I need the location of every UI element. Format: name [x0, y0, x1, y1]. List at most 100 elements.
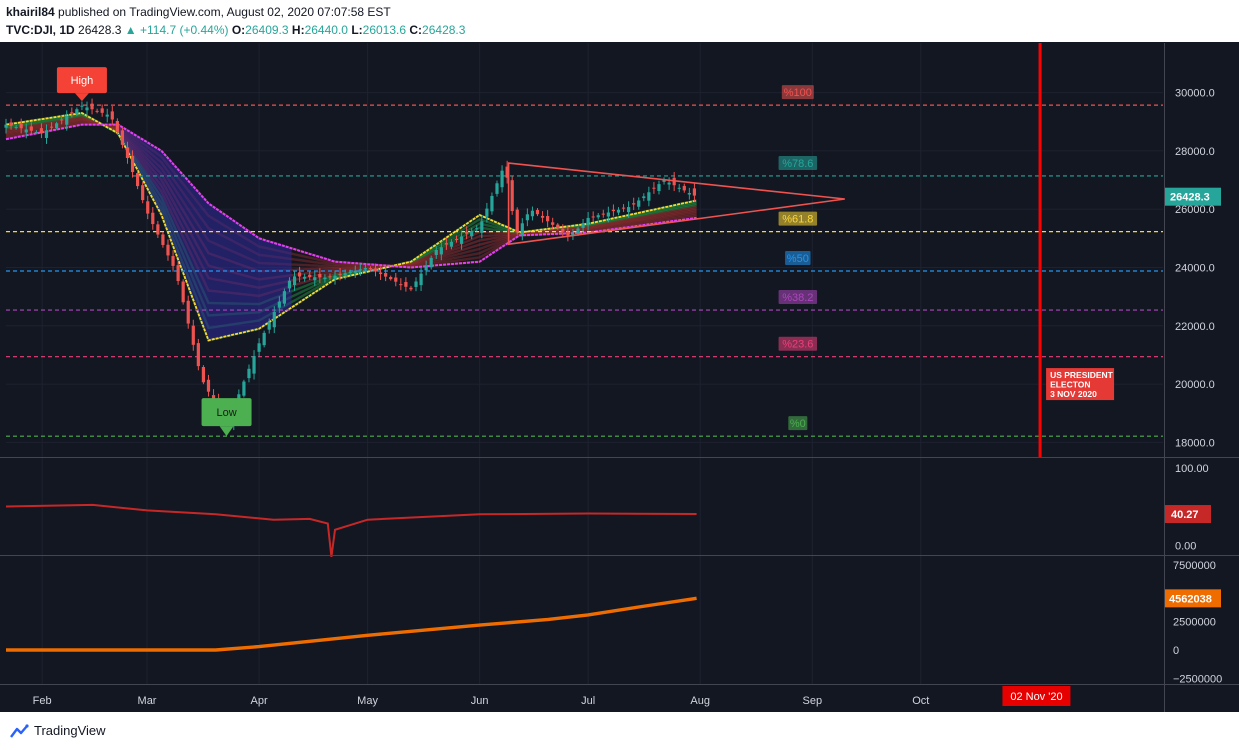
candle-body — [151, 212, 155, 225]
candle-body — [687, 192, 691, 195]
candle-body — [80, 105, 84, 107]
candle-body — [652, 187, 656, 189]
candle-body — [247, 368, 251, 379]
ribbon-band — [5, 120, 697, 268]
candle-body — [394, 277, 398, 282]
obv-panel — [6, 596, 697, 652]
candle-body — [9, 122, 13, 126]
candle-body — [632, 203, 636, 205]
candle-body — [39, 128, 44, 134]
candle-body — [282, 291, 287, 304]
fib-level-tag — [778, 290, 818, 305]
rsi-tick-label: 0.00 — [1175, 540, 1196, 552]
candle-body — [95, 110, 99, 112]
candle-body — [44, 130, 49, 138]
symbol-label[interactable]: TVC:DJI, 1D — [6, 23, 75, 37]
ribbon-crash-fill — [118, 124, 292, 341]
price-series — [4, 98, 697, 431]
candle-body — [505, 166, 509, 178]
candle-body — [186, 300, 190, 324]
ribbon-band — [5, 121, 697, 268]
candle-body — [561, 228, 565, 232]
candle-body — [130, 155, 135, 173]
symbol-info: TVC:DJI, 1D 26428.3 ▲ +114.7 (+0.44%) O:… — [6, 23, 465, 37]
candle-body — [363, 268, 367, 270]
candle-body — [378, 272, 383, 275]
candle-body — [556, 224, 560, 229]
chart-canvas[interactable]: %100 %78.6 %61.8 %50 %38.2 %23.6 %0 High Low US… — [0, 42, 1239, 712]
candle-body — [262, 332, 266, 346]
candle-body — [161, 234, 165, 245]
candle-body — [201, 366, 206, 383]
candle-body — [176, 265, 180, 281]
candle-body — [308, 274, 312, 277]
candle-body — [14, 127, 18, 129]
candle-body — [100, 108, 104, 113]
fib-level-tag — [788, 416, 808, 431]
panel-frame — [0, 43, 1239, 712]
price-tick-label: 26000.0 — [1175, 204, 1215, 216]
candle-body — [141, 185, 145, 201]
candle-body — [591, 216, 595, 218]
candle-body — [70, 112, 74, 114]
candle-body — [601, 213, 605, 215]
fib-level-tag — [778, 211, 818, 226]
candle-body — [292, 276, 297, 286]
triangle-pattern[interactable] — [507, 162, 845, 246]
candle-body — [621, 207, 626, 209]
candle-body — [65, 116, 69, 125]
candle-body — [196, 343, 200, 367]
candle-body — [515, 209, 519, 233]
high-label: H: — [291, 23, 305, 37]
ribbon-band — [5, 123, 697, 269]
date-marker-label: 02 Nov '20 — [1010, 691, 1062, 703]
candle-body — [480, 221, 484, 233]
open-label: O: — [231, 23, 246, 37]
candle-body — [272, 312, 276, 328]
candle-body — [191, 325, 195, 345]
time-tick-label: Aug — [690, 695, 710, 707]
low-label-text: Low — [216, 407, 236, 419]
ribbon-band — [5, 119, 697, 273]
obv-tick-label: 2500000 — [1173, 617, 1216, 629]
price-tick-label: 28000.0 — [1175, 146, 1215, 158]
candle-body — [449, 241, 454, 247]
candle-body — [546, 216, 550, 222]
candle-body — [404, 282, 408, 287]
close-label: C: — [409, 23, 423, 37]
candle-body — [358, 269, 362, 271]
time-tick-label: Mar — [138, 695, 157, 707]
tradingview-brand[interactable]: TradingView — [34, 723, 106, 738]
candle-body — [606, 212, 610, 217]
time-axis[interactable]: Feb Mar Apr May Jun Jul Aug Sep Oct 02 Nov '20 — [33, 686, 1071, 707]
price-axis[interactable]: 30000.0 28000.0 26000.0 24000.0 22000.0 20000… — [1165, 88, 1222, 686]
candle-body — [525, 214, 529, 221]
election-label-box — [1046, 368, 1115, 401]
candle-body — [596, 215, 600, 218]
candle-body — [206, 379, 211, 392]
candle-body — [500, 170, 504, 188]
symmetrical-triangle[interactable] — [507, 162, 845, 246]
candle-body — [318, 273, 322, 278]
fib-level-label: %0 — [790, 418, 806, 430]
footer: TradingView — [0, 712, 1239, 750]
high-label-text: High — [71, 75, 94, 87]
candle-body — [424, 265, 428, 271]
author-name[interactable]: khairil84 — [6, 5, 55, 19]
fib-level-label: %50 — [787, 253, 809, 265]
high-value: 26440.0 — [304, 23, 348, 37]
candle-body — [581, 223, 585, 228]
last-price: 26428.3 — [78, 23, 122, 37]
candle-body — [171, 256, 175, 266]
obv-tick-label: −2500000 — [1173, 673, 1222, 685]
tradingview-logo-icon — [10, 724, 29, 738]
obv-line — [6, 596, 697, 652]
candle-body — [611, 209, 616, 212]
candle-body — [277, 301, 281, 308]
candle-body — [530, 210, 535, 217]
candle-body — [429, 257, 433, 268]
candle-body — [303, 276, 307, 279]
last-price-badge — [1165, 187, 1221, 206]
high-label-pointer — [74, 93, 89, 102]
ribbon-band — [5, 122, 697, 269]
